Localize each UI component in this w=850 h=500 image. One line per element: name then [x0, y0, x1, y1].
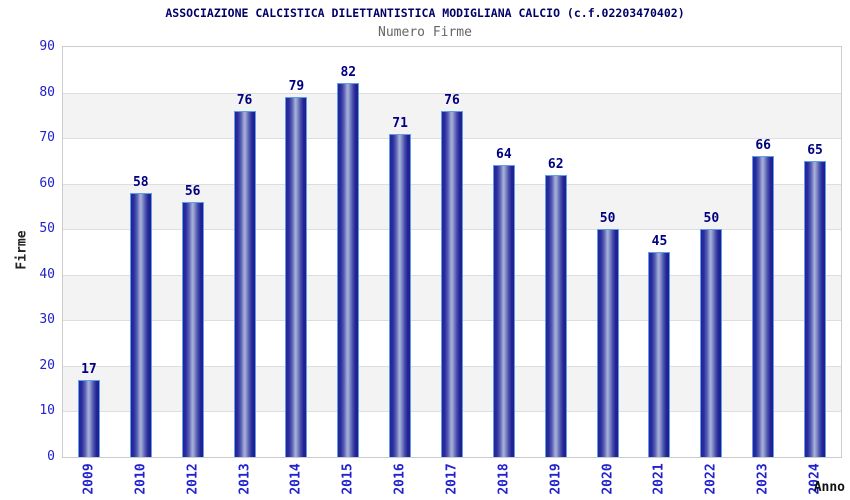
- bar-2017: [441, 110, 463, 457]
- bar-value-label: 76: [236, 92, 253, 108]
- x-tick-label: 2013: [237, 463, 253, 495]
- bar-2020: [596, 229, 619, 457]
- x-tick-label: 2012: [185, 463, 201, 495]
- y-tick-label: 30: [39, 312, 55, 328]
- chart-subtitle: Numero Firme: [378, 25, 472, 40]
- gridline: [63, 92, 841, 94]
- x-tick-label: 2020: [600, 463, 616, 495]
- bar-2016: [389, 133, 412, 457]
- x-tick-label: 2017: [444, 463, 460, 495]
- y-tick-label: 50: [39, 221, 55, 237]
- bar-2010: [129, 192, 152, 457]
- y-tick-label: 80: [39, 84, 55, 100]
- bar-value-label: 50: [703, 211, 720, 227]
- chart-title: ASSOCIAZIONE CALCISTICA DILETTANTISTICA …: [165, 6, 685, 20]
- y-axis-label: Firme: [14, 230, 30, 270]
- bar-2019: [544, 174, 567, 457]
- y-tick-label: 20: [39, 357, 55, 373]
- bar-value-label: 82: [340, 65, 357, 81]
- x-tick-label: 2015: [340, 463, 356, 495]
- bar-2018: [492, 165, 515, 457]
- y-tick-label: 60: [39, 175, 55, 191]
- x-tick-label: 2014: [288, 463, 304, 495]
- y-tick-label: 90: [39, 39, 55, 54]
- bar-value-label: 50: [599, 211, 616, 227]
- bar-2012: [181, 201, 204, 457]
- bar-value-label: 64: [496, 147, 512, 163]
- bar-value-label: 65: [807, 142, 823, 158]
- x-tick-label: 2010: [133, 463, 149, 495]
- x-tick-label: 2016: [392, 463, 408, 495]
- bar-value-label: 56: [184, 183, 201, 199]
- x-tick-label: 2022: [703, 463, 719, 495]
- bar-2021: [648, 252, 671, 457]
- y-tick-label: 70: [39, 130, 55, 146]
- bar-2023: [752, 156, 775, 457]
- bar-value-label: 79: [288, 79, 305, 95]
- bar-2014: [285, 97, 308, 457]
- y-tick-label: 0: [47, 449, 55, 464]
- x-axis-label: Anno: [813, 480, 845, 495]
- bar-value-label: 45: [651, 234, 668, 249]
- bar-value-label: 66: [755, 138, 772, 154]
- bar-2009: [77, 379, 100, 457]
- x-tick-label: 2009: [81, 463, 97, 495]
- x-tick-label: 2021: [651, 463, 667, 495]
- bar-2013: [233, 110, 256, 457]
- bar-value-label: 58: [132, 174, 149, 190]
- bar-value-label: 71: [392, 115, 408, 131]
- bar-value-label: 76: [444, 92, 460, 108]
- bar-2022: [700, 229, 723, 457]
- bar-value-label: 62: [547, 156, 564, 172]
- x-tick-label: 2018: [496, 463, 512, 495]
- x-tick-label: 2019: [548, 463, 564, 495]
- plot-area: 17 58 56 76 79 82 71 76 64 62 50 45 50 66 65: [62, 46, 842, 458]
- bar-2015: [337, 83, 360, 457]
- x-tick-label: 2023: [755, 463, 771, 495]
- bar-value-label: 17: [81, 361, 97, 377]
- y-tick-label: 40: [39, 266, 55, 282]
- plot-band: [63, 47, 841, 93]
- y-tick-label: 10: [39, 403, 55, 419]
- bar-2024: [804, 160, 827, 457]
